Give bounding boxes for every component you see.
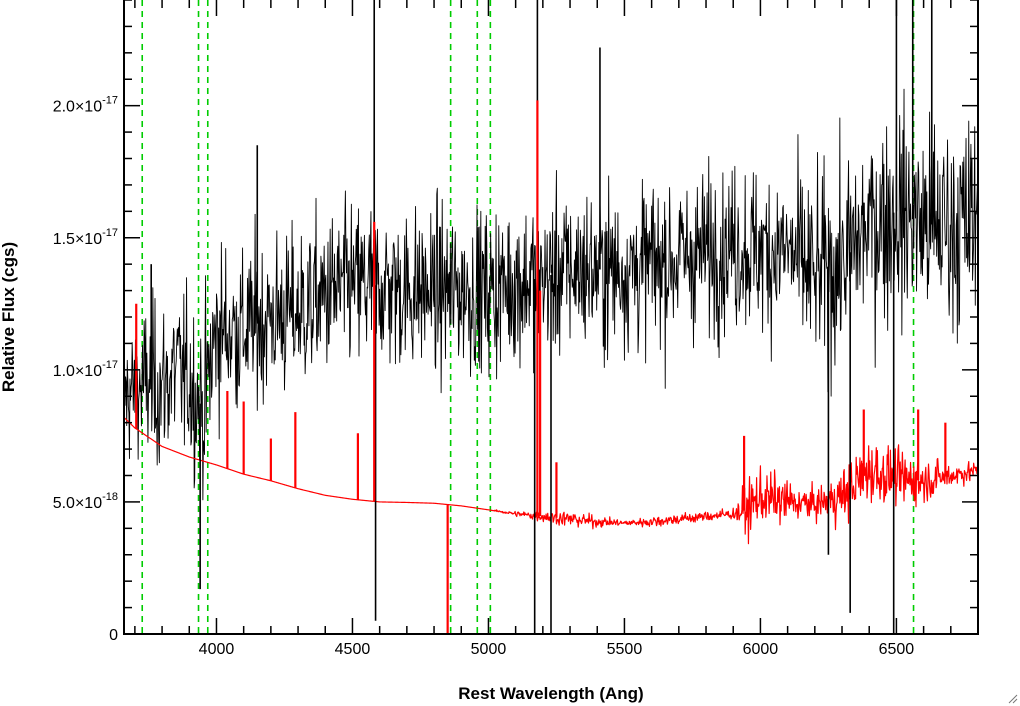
axes <box>123 0 979 635</box>
data-series-flux <box>124 88 978 501</box>
y-tick-label: 5.0×10-18 <box>53 491 118 512</box>
tick-labels: 4000 4500 5000 5500 6000 6500 0 5.0×10-18 1.0×10… <box>53 95 915 658</box>
line-markers <box>141 0 915 634</box>
x-tick-label: 6000 <box>743 641 779 658</box>
x-axis-title: Rest Wavelength (Ang) <box>458 684 643 703</box>
spectrum-spikes <box>135 0 947 634</box>
plot-frame <box>123 0 979 635</box>
x-tick-label: 5000 <box>471 641 507 658</box>
y-tick-label: 0 <box>109 627 118 644</box>
y-tick-label: 1.5×10-17 <box>53 227 118 248</box>
y-axis-title: Relative Flux (cgs) <box>0 242 18 392</box>
x-tick-label: 5500 <box>607 641 643 658</box>
x-tick-label: 6500 <box>879 641 915 658</box>
resize-grip-icon[interactable] <box>1006 692 1018 704</box>
y-tick-label: 1.0×10-17 <box>53 359 118 380</box>
x-tick-label: 4000 <box>199 641 235 658</box>
x-tick-label: 4500 <box>335 641 371 658</box>
y-tick-label: 2.0×10-17 <box>53 95 118 116</box>
